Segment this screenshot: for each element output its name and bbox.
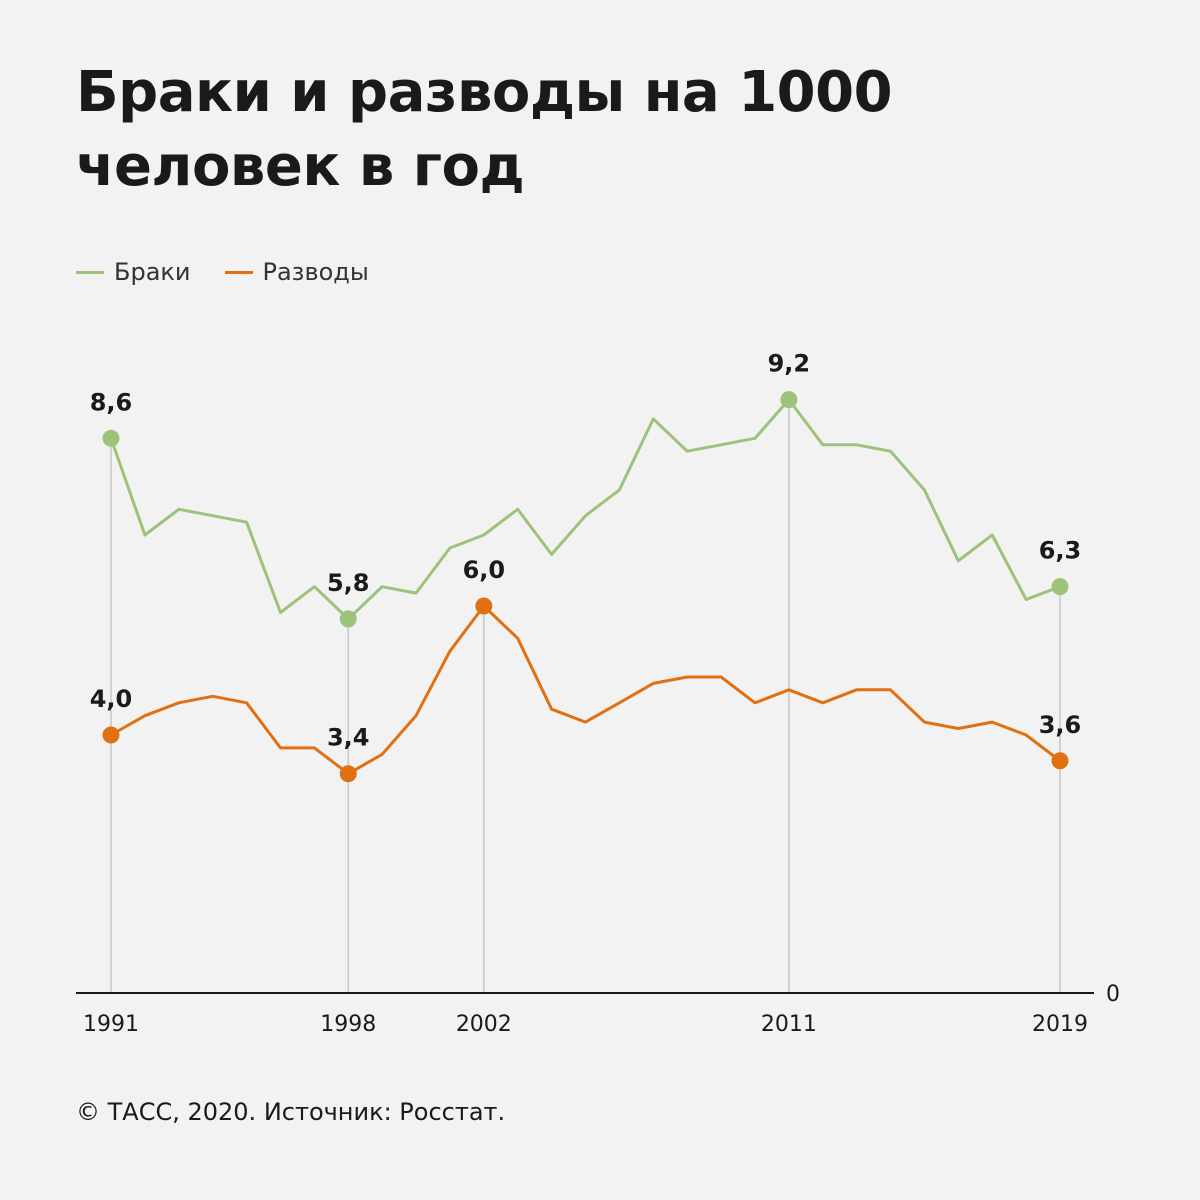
data-point-divorces-1998: [339, 765, 357, 783]
data-label-divorces-2019: 3,6: [1039, 711, 1082, 739]
chart-title: Браки и разводы на 1000 человек в год: [76, 60, 893, 199]
data-label-marriages-1998: 5,8: [327, 569, 370, 597]
legend-swatch-divorces: [224, 270, 253, 274]
legend-item-divorces: Разводы: [224, 258, 369, 286]
data-label-divorces-1991: 4,0: [90, 685, 133, 713]
legend-label-divorces: Разводы: [262, 258, 369, 286]
data-point-marriages-2011: [780, 391, 798, 409]
data-label-divorces-2002: 6,0: [463, 556, 506, 584]
legend-swatch-marriages: [76, 270, 104, 274]
series-line-divorces: [109, 604, 1062, 776]
data-point-divorces-2019: [1051, 752, 1069, 770]
y-tick-label: 0: [1106, 982, 1120, 1007]
data-point-divorces-1991: [102, 726, 120, 744]
x-tick-label-1991: 1991: [83, 1012, 139, 1037]
legend-label-marriages: Браки: [114, 258, 191, 286]
data-point-divorces-2002: [475, 597, 493, 615]
data-point-marriages-2019: [1051, 578, 1069, 596]
data-point-marriages-1991: [102, 429, 120, 447]
data-point-marriages-1998: [339, 610, 357, 628]
source-credit: © ТАСС, 2020. Источник: Росстат.: [76, 1098, 506, 1126]
data-label-marriages-1991: 8,6: [90, 388, 133, 416]
x-tick-label-2019: 2019: [1032, 1012, 1088, 1037]
x-tick-label-2002: 2002: [456, 1012, 512, 1037]
x-tick-label-2011: 2011: [761, 1012, 817, 1037]
legend: Браки Разводы: [76, 254, 403, 290]
legend-item-marriages: Браки: [76, 258, 191, 286]
data-label-divorces-1998: 3,4: [327, 724, 370, 752]
data-label-marriages-2019: 6,3: [1039, 537, 1082, 565]
x-tick-label-1998: 1998: [320, 1012, 376, 1037]
data-label-marriages-2011: 9,2: [768, 350, 811, 378]
series-line-marriages: [109, 398, 1062, 621]
